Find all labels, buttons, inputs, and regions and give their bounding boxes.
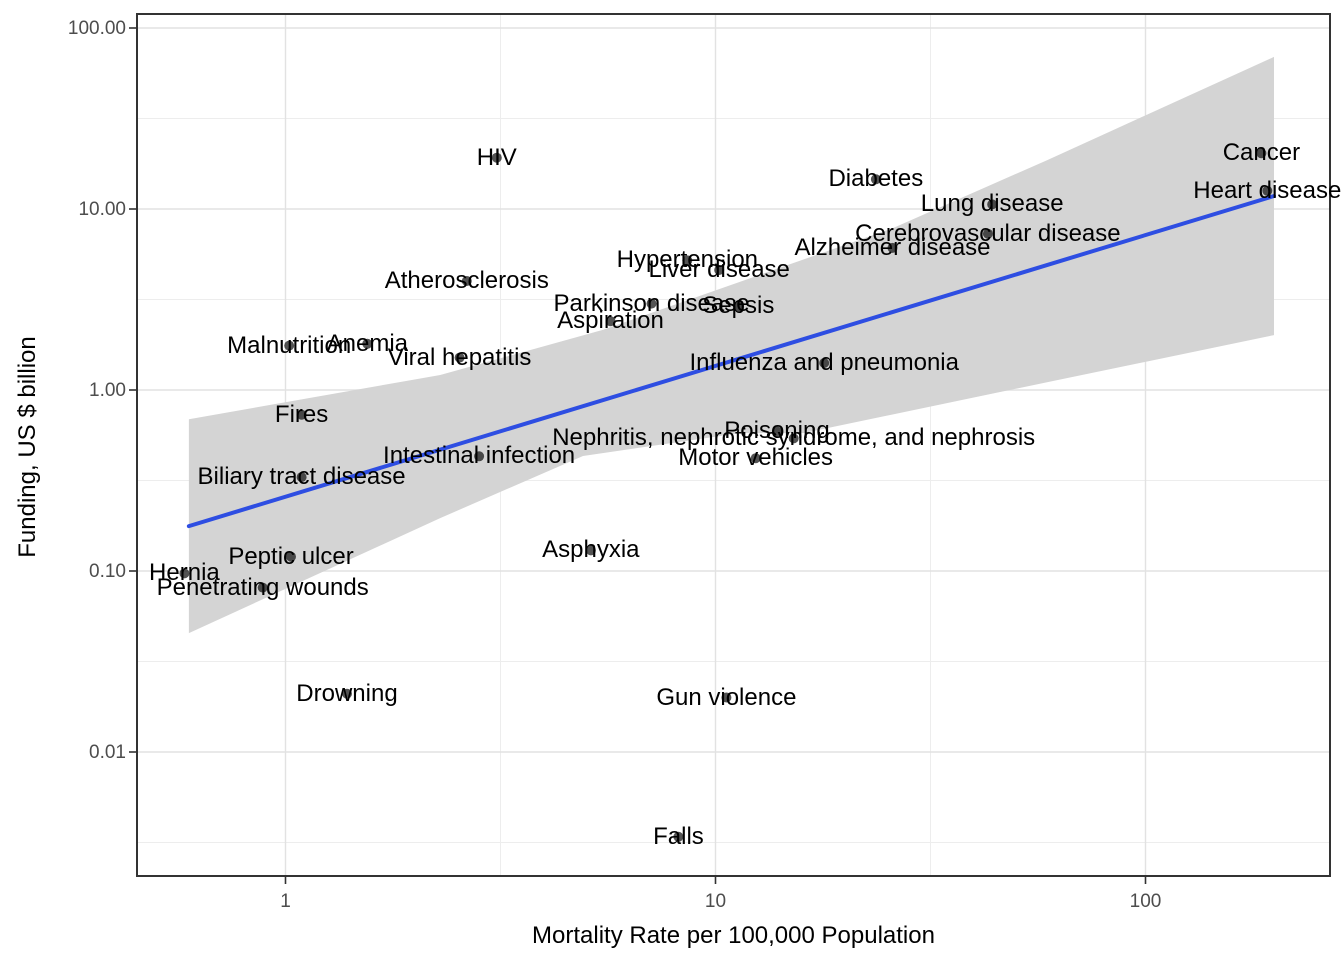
data-point [750,453,761,464]
confidence-band [188,56,1274,634]
data-point [257,582,268,593]
data-point [362,338,373,349]
data-point [673,831,684,842]
data-point [296,472,307,483]
data-point [286,551,296,562]
data-point [1256,148,1267,159]
data-point [179,568,190,579]
data-point [982,228,993,239]
data-point [714,265,725,275]
trend-line [186,193,1277,529]
data-point [284,340,295,351]
data-point [1262,185,1273,196]
data-point [887,242,898,253]
data-point [682,255,693,266]
data-point [721,692,732,703]
data-point [296,409,307,420]
data-point [987,199,998,210]
data-point [772,426,782,437]
data-point [454,352,465,363]
data-point [461,276,472,286]
panel-border [136,13,1331,877]
data-point [491,152,502,163]
y-axis-title: Funding, US $ billion [14,336,41,558]
data-point [342,688,352,699]
data-point [733,301,744,312]
data-point [474,451,485,462]
x-axis-title: Mortality Rate per 100,000 Population [532,922,935,949]
data-point [870,174,881,185]
data-point [605,316,616,327]
data-point [788,433,799,444]
data-point [646,298,657,309]
data-point [585,545,596,556]
data-point [819,358,830,368]
